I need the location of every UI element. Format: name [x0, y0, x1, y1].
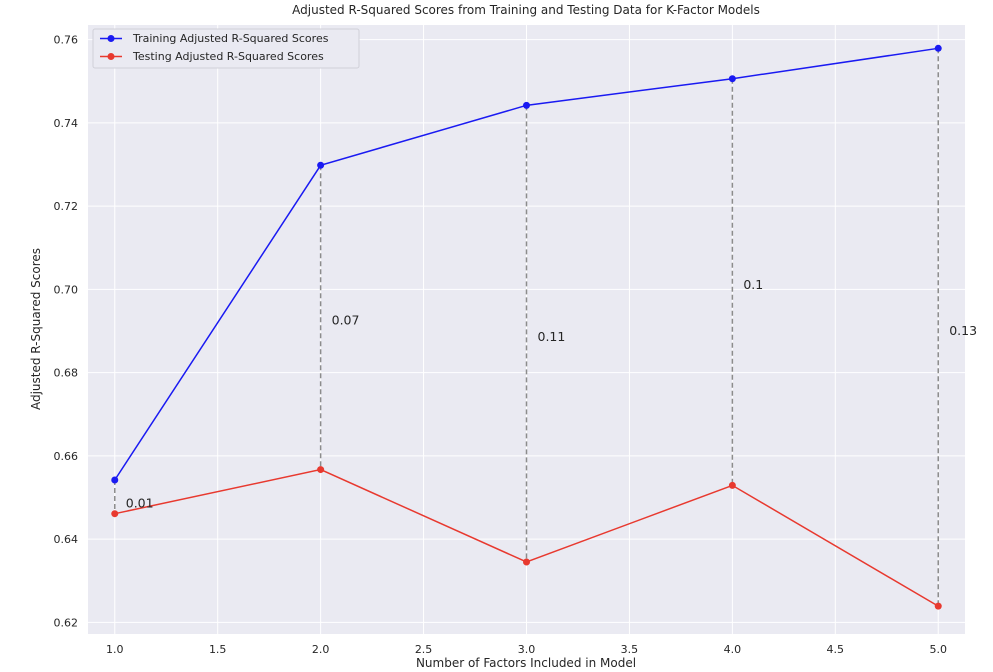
training-point-1	[111, 476, 119, 484]
gap-annotation-3: 0.11	[538, 329, 566, 344]
legend: Training Adjusted R-Squared Scores Testi…	[92, 28, 360, 69]
y-axis-label: Adjusted R-Squared Scores	[29, 248, 43, 410]
legend-testing-marker	[107, 53, 115, 60]
y-tick-label-3: 0.68	[54, 367, 79, 380]
testing-point-2	[317, 466, 325, 474]
x-tick-labels: 1.0 1.5 2.0 2.5 3.0 3.5 4.0 4.5 5.0	[106, 643, 947, 656]
y-tick-label-1: 0.64	[54, 533, 79, 546]
gap-annotation-5: 0.13	[949, 323, 977, 338]
x-tick-label-0: 1.0	[106, 643, 124, 656]
y-tick-label-2: 0.66	[54, 450, 79, 463]
chart-title: Adjusted R-Squared Scores from Training …	[292, 3, 760, 17]
y-tick-label-5: 0.72	[54, 200, 79, 213]
x-tick-label-7: 4.5	[827, 643, 845, 656]
y-tick-label-0: 0.62	[54, 616, 79, 629]
gap-annotation-2: 0.07	[332, 313, 360, 328]
legend-training-label: Training Adjusted R-Squared Scores	[132, 32, 329, 45]
y-tick-label-7: 0.76	[54, 34, 79, 47]
legend-training-marker	[107, 35, 115, 42]
testing-point-5	[934, 602, 942, 610]
legend-testing-label: Testing Adjusted R-Squared Scores	[132, 50, 324, 63]
series-layer	[111, 44, 942, 610]
y-tick-labels: 0.62 0.64 0.66 0.68 0.70 0.72 0.74 0.76	[54, 34, 79, 630]
x-tick-label-3: 2.5	[415, 643, 433, 656]
legend-box	[92, 28, 360, 69]
gap-annotations: 0.01 0.07 0.11 0.1 0.13	[126, 277, 977, 510]
training-point-3	[523, 101, 530, 109]
gap-lines	[114, 48, 939, 607]
x-tick-label-5: 3.5	[621, 643, 639, 656]
training-point-5	[934, 44, 942, 52]
training-point-2	[317, 161, 325, 169]
gap-annotation-4: 0.1	[743, 277, 763, 292]
testing-point-4	[728, 481, 736, 489]
x-tick-label-4: 3.0	[518, 643, 536, 656]
gap-annotation-1: 0.01	[126, 495, 154, 510]
testing-point-3	[523, 558, 530, 566]
y-tick-label-4: 0.70	[54, 283, 79, 296]
testing-point-1	[111, 510, 119, 518]
x-tick-label-2: 2.0	[312, 643, 330, 656]
x-tick-label-6: 4.0	[724, 643, 742, 656]
x-tick-label-1: 1.5	[209, 643, 227, 656]
training-point-4	[728, 75, 736, 83]
y-tick-label-6: 0.74	[54, 117, 79, 130]
x-axis-label: Number of Factors Included in Model	[416, 656, 636, 670]
x-tick-label-8: 5.0	[929, 643, 947, 656]
